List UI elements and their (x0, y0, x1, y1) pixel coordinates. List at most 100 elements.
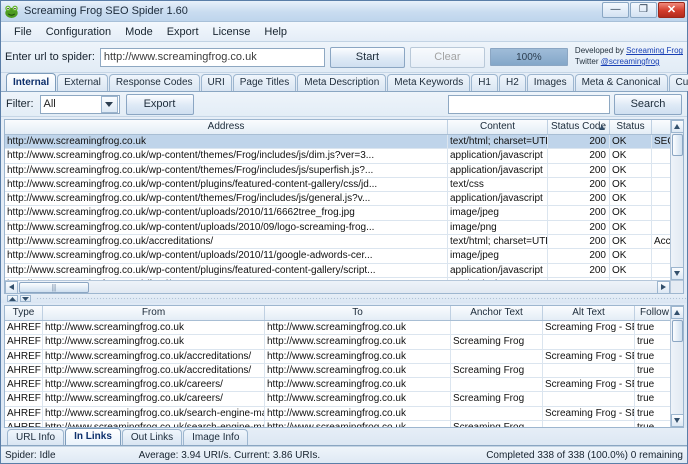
url-input[interactable] (99, 47, 325, 67)
table-row[interactable]: AHREF http://www.screamingfrog.co.uk http:… (5, 335, 683, 350)
table-row[interactable]: http://www.screamingfrog.co.uk/wp-conten… (5, 192, 683, 207)
internal-column-header[interactable]: Status (610, 120, 652, 134)
main-vscroll-thumb[interactable] (671, 134, 683, 156)
scroll-left-button[interactable] (5, 280, 18, 293)
cell-status: OK (610, 149, 652, 163)
chevron-down-icon[interactable] (100, 95, 118, 113)
tab-response-codes[interactable]: Response Codes (108, 74, 200, 91)
menu-item-configuration[interactable]: Configuration (45, 25, 112, 38)
splitter-collapse-down-button[interactable] (20, 295, 31, 302)
cell-status_code: 200 (548, 206, 610, 220)
spider-state-label: Spider: Idle (5, 449, 56, 461)
internal-column-header[interactable]: Status Code (548, 120, 610, 134)
filter-select[interactable]: All (39, 94, 120, 114)
panel-splitter[interactable] (1, 294, 687, 303)
filter-label: Filter: (6, 98, 34, 110)
inlinks-column-header[interactable]: Type (5, 306, 43, 320)
inlinks-column-header[interactable]: To (265, 306, 451, 320)
maximize-button[interactable]: ❐ (630, 2, 657, 18)
search-input[interactable] (448, 94, 610, 114)
cell-content: application/javascript (448, 192, 548, 206)
inlinks-column-header[interactable]: Follow (635, 306, 675, 320)
start-button[interactable]: Start (329, 46, 405, 68)
table-row[interactable]: AHREF http://www.screamingfrog.co.uk http:… (5, 321, 683, 336)
scroll-up-button[interactable] (670, 120, 683, 133)
cell-title: Accreditations | Screaming F (652, 235, 683, 248)
table-row[interactable]: http://www.screamingfrog.co.uk/wp-conten… (5, 177, 683, 193)
cell-to: http://www.screamingfrog.co.uk (265, 321, 451, 335)
cell-content: application/javascript (448, 263, 548, 277)
cell-anchor: Screaming Frog (451, 335, 543, 349)
inlinks-column-header[interactable]: Alt Text (543, 306, 635, 320)
table-row[interactable]: http://www.screamingfrog.co.uk/accredita… (5, 235, 683, 250)
inlinks-column-header[interactable]: Anchor Text (451, 306, 543, 320)
scroll-down-button[interactable] (670, 267, 683, 280)
table-row[interactable]: http://www.screamingfrog.co.uk/wp-conten… (5, 149, 683, 164)
tab-h2[interactable]: H2 (499, 74, 526, 91)
crawl-progress-label: 100% (516, 51, 542, 63)
cell-type: AHREF (5, 321, 43, 335)
table-row[interactable]: AHREF http://www.screamingfrog.co.uk/accr… (5, 349, 683, 364)
twitter-link[interactable]: @screamingfrog (600, 57, 660, 66)
tab-page-titles[interactable]: Page Titles (232, 74, 297, 91)
main-hscroll-thumb[interactable]: || (19, 281, 89, 293)
table-row[interactable]: AHREF http://www.screamingfrog.co.uk/accr… (5, 363, 683, 379)
menu-item-mode[interactable]: Mode (125, 25, 153, 38)
scroll-right-button[interactable] (657, 280, 670, 293)
menu-item-file[interactable]: File (14, 25, 32, 38)
menu-item-help[interactable]: Help (264, 25, 288, 38)
table-row[interactable]: http://www.screamingfrog.co.uk text/html;… (5, 135, 683, 150)
tab-in-links[interactable]: In Links (65, 428, 121, 445)
cell-title: SEO, Search Engine Marketi (652, 135, 683, 148)
cell-address: http://www.screamingfrog.co.uk/wp-conten… (5, 163, 448, 177)
title-bar: Screaming Frog SEO Spider 1.60 — ❐ ✕ (1, 1, 687, 22)
clear-button[interactable]: Clear (409, 46, 485, 68)
table-row[interactable]: http://www.screamingfrog.co.uk/wp-conten… (5, 220, 683, 236)
table-row[interactable]: AHREFhttp://www.screamingfrog.co.uk/sear… (5, 421, 683, 427)
main-horizontal-scrollbar[interactable]: || (5, 280, 683, 293)
tab-image-info[interactable]: Image Info (183, 429, 249, 445)
cell-alt (543, 335, 635, 349)
window-controls: — ❐ ✕ (602, 2, 685, 18)
link-vertical-scrollbar[interactable] (670, 306, 683, 427)
inlinks-column-header[interactable]: From (43, 306, 265, 320)
tab-meta-keywords[interactable]: Meta Keywords (387, 74, 471, 91)
tab-meta-canonical[interactable]: Meta & Canonical (574, 74, 668, 91)
table-row[interactable]: AHREF http://www.screamingfrog.co.uk/care… (5, 392, 683, 407)
tab-h1[interactable]: H1 (471, 74, 498, 91)
cell-address: http://www.screamingfrog.co.uk/wp-conten… (5, 149, 448, 163)
scroll-up-button[interactable] (670, 306, 683, 319)
internal-column-header[interactable]: Content (448, 120, 548, 134)
link-table-header: Type From To Anchor Text Alt Text Follow (5, 306, 683, 321)
menu-item-license[interactable]: License (212, 25, 251, 38)
export-button[interactable]: Export (125, 93, 194, 115)
minimize-button[interactable]: — (602, 2, 629, 18)
tab-url-info[interactable]: URL Info (7, 429, 65, 445)
table-row[interactable]: http://www.screamingfrog.co.uk/wp-conten… (5, 206, 683, 221)
tab-external[interactable]: External (57, 74, 108, 91)
in-links-table: Type From To Anchor Text Alt Text Follow AHRE… (4, 305, 684, 428)
cell-address: http://www.screamingfrog.co.uk/wp-conten… (5, 263, 448, 277)
search-button[interactable]: Search (614, 93, 682, 115)
link-vscroll-thumb[interactable] (671, 320, 683, 342)
table-row[interactable]: http://www.screamingfrog.co.uk/wp-conten… (5, 163, 683, 178)
tab-images[interactable]: Images (526, 74, 574, 91)
scroll-down-button[interactable] (670, 414, 683, 427)
close-button[interactable]: ✕ (658, 2, 685, 18)
tab-internal[interactable]: Internal (6, 73, 57, 91)
tab-out-links[interactable]: Out Links (121, 429, 183, 445)
cell-address: http://www.screamingfrog.co.uk/wp-conten… (5, 249, 448, 263)
table-row[interactable]: AHREF http://www.screamingfrog.co.uk/care… (5, 378, 683, 393)
menu-item-export[interactable]: Export (166, 25, 199, 38)
tab-custom[interactable]: Custom (668, 74, 688, 91)
tab-uri[interactable]: URI (200, 74, 232, 91)
screaming-frog-link[interactable]: Screaming Frog (626, 46, 683, 56)
table-row[interactable]: http://www.screamingfrog.co.uk/wp-conten… (5, 263, 683, 278)
tab-meta-description[interactable]: Meta Description (297, 74, 387, 91)
splitter-collapse-up-button[interactable] (7, 295, 18, 302)
internal-column-header[interactable]: Address (5, 120, 448, 134)
table-row[interactable]: http://www.screamingfrog.co.uk/wp-conten… (5, 249, 683, 264)
cell-status_code: 200 (548, 149, 610, 163)
main-vertical-scrollbar[interactable] (670, 120, 683, 280)
